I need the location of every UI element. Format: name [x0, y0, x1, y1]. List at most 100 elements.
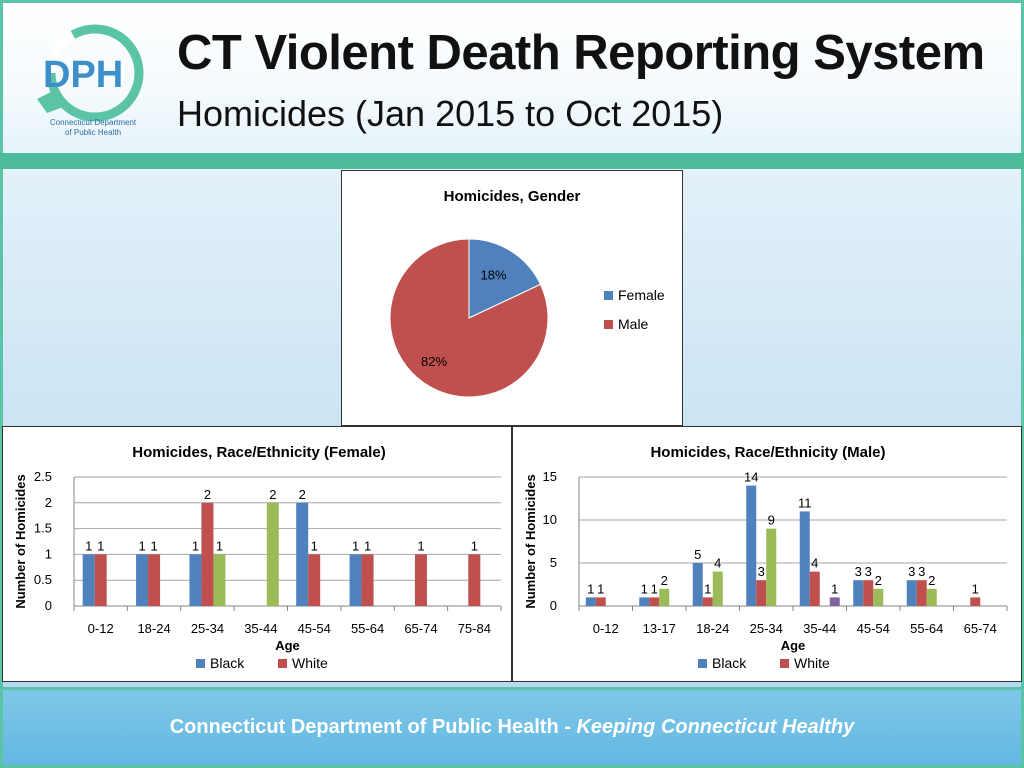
female-bar-label: 2: [299, 487, 306, 502]
male-bar-label: 2: [661, 573, 668, 588]
female-bar: [82, 554, 95, 606]
male-bar: [649, 597, 660, 606]
female-bar: [468, 554, 481, 606]
male-bar-label: 5: [694, 547, 701, 562]
male-bar-label: 1: [597, 581, 604, 596]
male-xtick-label: 45-54: [857, 621, 890, 636]
male-bar: [766, 528, 777, 606]
male-bar-label: 1: [641, 581, 648, 596]
female-bar-label: 1: [85, 538, 92, 553]
male-bar-label: 1: [704, 581, 711, 596]
female-bar-label: 2: [269, 487, 276, 502]
female-bar: [266, 502, 279, 606]
male-bar: [970, 597, 981, 606]
female-legend-swatch-white: [278, 659, 287, 668]
male-xtick-label: 25-34: [750, 621, 783, 636]
dph-logo: DPH Connecticut Department of Public Hea…: [37, 24, 144, 137]
male-bar-label: 2: [928, 573, 935, 588]
male-bar: [906, 580, 917, 606]
female-bar-label: 1: [138, 538, 145, 553]
female-xtick-label: 55-64: [351, 621, 384, 636]
female-bar-label: 1: [150, 538, 157, 553]
male-bar: [863, 580, 874, 606]
male-xtick-label: 35-44: [803, 621, 836, 636]
pie-chart-title: Homicides, Gender: [444, 188, 581, 205]
female-bar-label: 1: [216, 538, 223, 553]
female-bar-label: 1: [417, 538, 424, 553]
male-ytick-label: 15: [543, 469, 557, 484]
page-subtitle: Homicides (Jan 2015 to Oct 2015): [177, 93, 724, 134]
female-bar-label: 1: [192, 538, 199, 553]
male-bar: [712, 571, 723, 606]
male-bar-label: 1: [651, 581, 658, 596]
male-bar: [809, 571, 820, 606]
male-bar-label: 3: [758, 564, 765, 579]
female-ytick-label: 1: [45, 546, 52, 561]
male-bar-chart-panel: Homicides, Race/Ethnicity (Male) 0 5 10 15 0…: [512, 426, 1022, 682]
footer: Connecticut Department of Public Health …: [3, 690, 1021, 765]
male-ytick-label: 5: [550, 555, 557, 570]
legend-swatch-female: [604, 291, 613, 300]
female-x-axis-title: Age: [275, 638, 300, 653]
pie-label-female: 18%: [481, 267, 507, 282]
header: DPH Connecticut Department of Public Hea…: [3, 3, 1021, 153]
male-legend-swatch-white: [780, 659, 789, 668]
male-bar: [873, 588, 884, 606]
female-ytick-label: 2.5: [34, 469, 52, 484]
male-x-axis-title: Age: [781, 638, 806, 653]
male-bar-label: 1: [972, 581, 979, 596]
state-outline-icon: [37, 91, 63, 113]
pie-slice-female: [468, 238, 542, 319]
male-legend-swatch-black: [698, 659, 707, 668]
female-xtick-label: 0-12: [88, 621, 114, 636]
male-bar: [639, 597, 650, 606]
male-bar: [659, 588, 670, 606]
male-xtick-label: 0-12: [593, 621, 619, 636]
female-bar-label: 1: [352, 538, 359, 553]
female-xtick-label: 35-44: [244, 621, 277, 636]
female-bar-label: 1: [471, 538, 478, 553]
female-bar: [201, 502, 214, 606]
logo-text: DPH: [43, 54, 123, 96]
female-bar-label: 2: [204, 487, 211, 502]
female-xtick-label: 18-24: [137, 621, 170, 636]
female-bar: [213, 554, 226, 606]
female-ytick-label: 0.5: [34, 572, 52, 587]
male-bar-label: 4: [714, 556, 721, 571]
pie-label-male: 82%: [421, 354, 447, 369]
male-bar-label: 4: [811, 556, 818, 571]
male-bar-label: 3: [918, 564, 925, 579]
male-bar-label: 9: [768, 513, 775, 528]
male-bar: [595, 597, 606, 606]
footer-separator: -: [558, 716, 577, 738]
gender-pie-chart-panel: Homicides, Gender 18% 82% Female Male: [341, 170, 683, 426]
female-xtick-label: 75-84: [458, 621, 491, 636]
male-y-axis-title: Number of Homicides: [523, 474, 538, 608]
female-chart-title: Homicides, Race/Ethnicity (Female): [132, 444, 385, 461]
female-bar-chart: Homicides, Race/Ethnicity (Female) 0 0.5 1…: [13, 444, 502, 671]
male-bar: [916, 580, 927, 606]
header-stripe: [0, 153, 1024, 169]
male-bar: [746, 485, 757, 606]
female-legend-label-white: White: [292, 655, 328, 671]
male-bar-label: 2: [875, 573, 882, 588]
male-bar: [585, 597, 596, 606]
male-ytick-label: 0: [550, 598, 557, 613]
female-bar-label: 1: [311, 538, 318, 553]
footer-text: Connecticut Department of Public Health …: [3, 690, 1021, 765]
male-bar-label: 1: [587, 581, 594, 596]
female-bar-label: 1: [364, 538, 371, 553]
male-ytick-label: 10: [543, 512, 557, 527]
page-title: CT Violent Death Reporting System: [177, 26, 985, 80]
female-ytick-label: 0: [45, 598, 52, 613]
male-bar: [702, 597, 713, 606]
legend-swatch-male: [604, 320, 613, 329]
female-ytick-label: 2: [45, 495, 52, 510]
male-xtick-label: 65-74: [964, 621, 997, 636]
logo-caption-1: Connecticut Department: [50, 118, 137, 127]
female-xtick-label: 45-54: [298, 621, 331, 636]
legend-label-female: Female: [618, 287, 665, 303]
male-bar: [799, 511, 810, 606]
female-xtick-label: 25-34: [191, 621, 224, 636]
female-legend-label-black: Black: [210, 655, 245, 671]
